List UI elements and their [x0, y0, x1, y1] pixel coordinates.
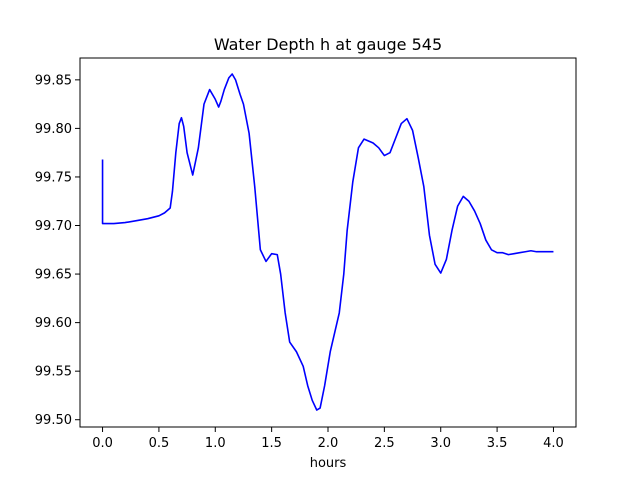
- y-axis: 99.50 99.55 99.60 99.65 99.70 99.75 99.80 99.85: [35, 73, 80, 428]
- x-tick-label: 3.5: [487, 436, 508, 451]
- y-tick-label: 99.65: [35, 268, 72, 283]
- x-tick-label: 2.5: [374, 436, 395, 451]
- y-tick-label: 99.80: [35, 122, 72, 137]
- y-tick-label: 99.50: [35, 413, 72, 428]
- y-tick-label: 99.70: [35, 219, 72, 234]
- chart-title: Water Depth h at gauge 545: [214, 35, 442, 54]
- x-tick-label: 0.5: [149, 436, 170, 451]
- series-line-0: [101, 73, 554, 411]
- x-tick-label: 0.0: [92, 436, 113, 451]
- y-tick-label: 99.55: [35, 365, 72, 380]
- x-axis: 0.0 0.5 1.0 1.5 2.0 2.5 3.0 3.5 4.0: [92, 427, 564, 451]
- x-tick-label: 1.0: [205, 436, 226, 451]
- x-tick-label: 4.0: [543, 436, 564, 451]
- x-axis-label: hours: [310, 456, 347, 471]
- y-tick-label: 99.75: [35, 170, 72, 185]
- y-tick-label: 99.85: [35, 73, 72, 88]
- y-tick-label: 99.60: [35, 316, 72, 331]
- x-tick-label: 2.0: [318, 436, 339, 451]
- x-tick-label: 1.5: [261, 436, 282, 451]
- x-tick-label: 3.0: [430, 436, 451, 451]
